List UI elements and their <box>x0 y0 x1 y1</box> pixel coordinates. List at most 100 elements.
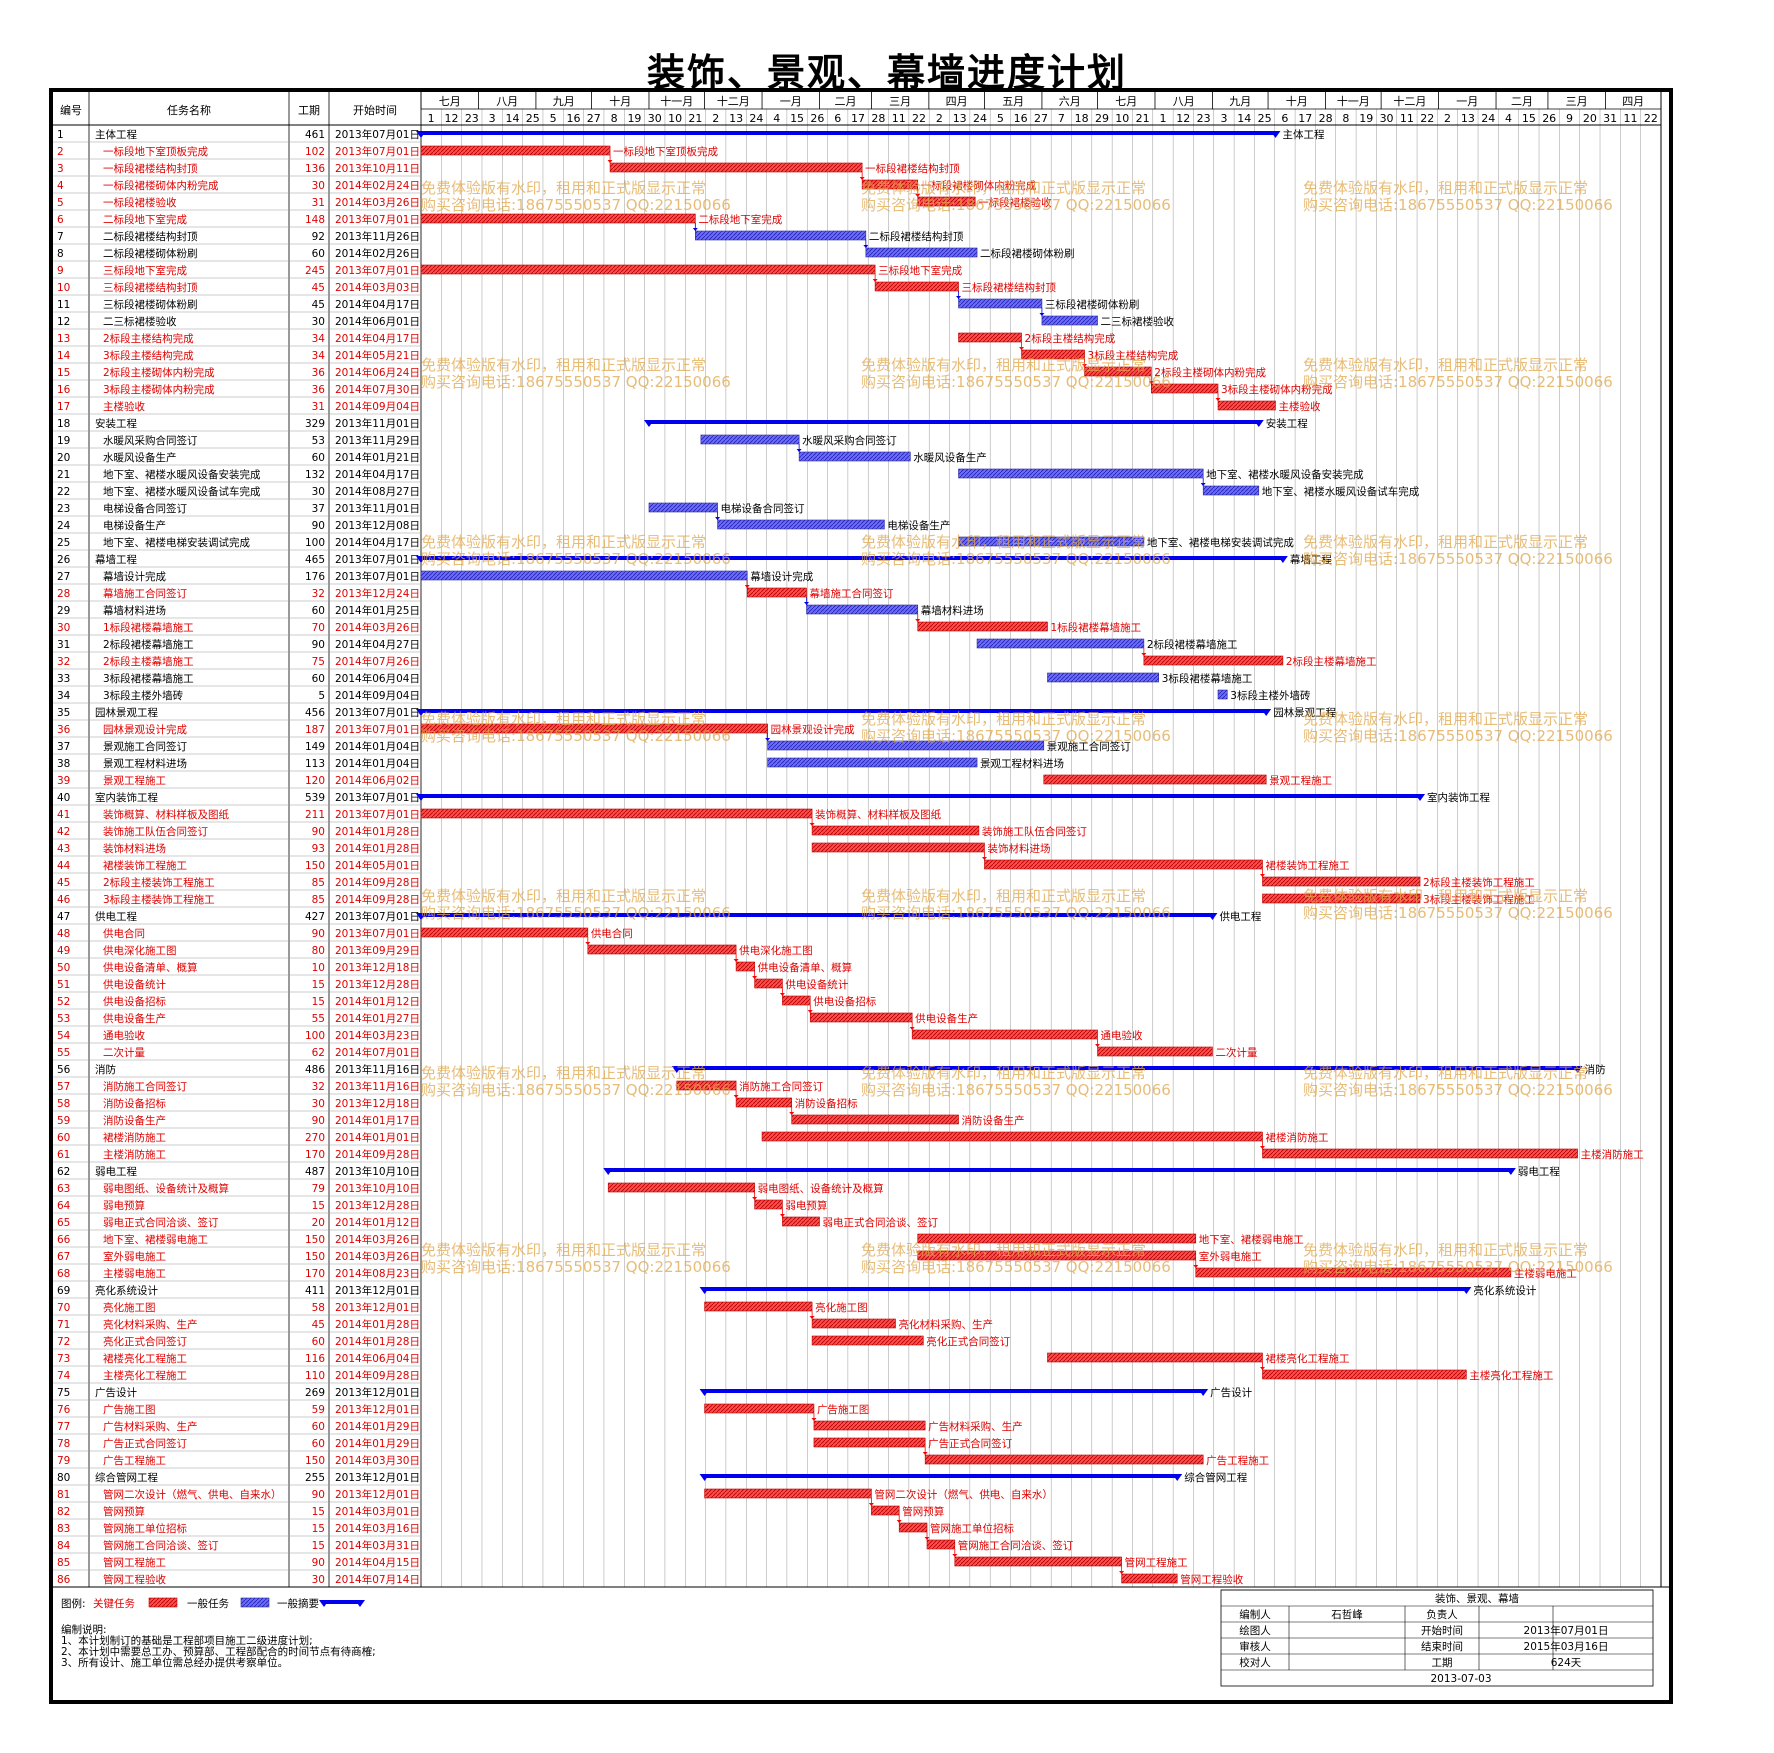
task-start: 2013年07月01日 <box>335 791 420 804</box>
task-start: 2014年09月28日 <box>335 876 420 889</box>
task-start: 2013年11月16日 <box>335 1063 420 1076</box>
critical-bar <box>874 281 959 292</box>
task-start: 2013年12月01日 <box>335 1403 420 1416</box>
normal-bar <box>717 519 885 530</box>
task-start: 2014年07月14日 <box>335 1573 420 1586</box>
month-label: 四月 <box>946 95 968 108</box>
bar-label: 装饰概算、材料样板及图纸 <box>815 808 941 821</box>
critical-bar <box>1043 774 1267 785</box>
bar-label: 广告材料采购、生产 <box>928 1420 1023 1433</box>
watermark-line1: 免费体验版有水印，租用和正式版显示正常 <box>421 533 706 551</box>
task-start: 2014年07月01日 <box>335 1046 420 1059</box>
tick-label: 17 <box>1298 112 1312 125</box>
tick-label: 14 <box>1237 112 1251 125</box>
task-name: 管网施工合同洽谈、签订 <box>103 1539 219 1552</box>
month-label: 十一月 <box>660 94 693 108</box>
summary-end-cap <box>1261 709 1272 716</box>
month-label: 十二月 <box>1393 94 1426 108</box>
task-id: 82 <box>57 1506 70 1518</box>
tick-label: 25 <box>526 112 540 125</box>
task-name: 主体工程 <box>95 129 137 141</box>
tick-label: 30 <box>1380 112 1394 125</box>
task-duration: 136 <box>305 163 325 175</box>
dependency-arrow <box>733 1095 739 1098</box>
bar-label: 装饰施工队伍合同签订 <box>982 825 1087 838</box>
dependency-arrow <box>1259 1367 1265 1370</box>
task-name: 广告施工图 <box>103 1403 156 1416</box>
task-duration: 30 <box>312 1098 325 1110</box>
task-start: 2014年03月03日 <box>335 281 420 294</box>
task-duration: 59 <box>312 1404 325 1416</box>
critical-bar <box>1084 366 1152 377</box>
bar-label: 裙楼消防施工 <box>1265 1131 1328 1144</box>
dependency-arrow <box>981 857 987 860</box>
bar-label: 供电设备生产 <box>915 1012 978 1025</box>
task-start: 2013年07月01日 <box>335 145 420 158</box>
task-duration: 170 <box>305 1268 325 1280</box>
task-start: 2014年02月24日 <box>335 179 420 192</box>
task-name: 三标段裙楼砌体粉刷 <box>103 298 198 311</box>
task-start: 2013年12月01日 <box>335 1301 420 1314</box>
critical-bar <box>811 825 980 836</box>
task-duration: 487 <box>305 1166 325 1178</box>
task-duration: 45 <box>312 282 325 294</box>
task-duration: 15 <box>312 1523 325 1535</box>
tick-label: 29 <box>1095 112 1109 125</box>
critical-bar <box>420 927 589 938</box>
task-name: 通电验收 <box>103 1029 145 1042</box>
dependency-arrow <box>715 517 721 520</box>
bar-label: 主楼亮化工程施工 <box>1469 1369 1553 1382</box>
critical-bar <box>984 859 1263 870</box>
task-duration: 150 <box>305 1234 325 1246</box>
summary-bar <box>421 794 1421 798</box>
task-name: 3标段主楼结构完成 <box>103 349 194 362</box>
task-id: 64 <box>57 1200 71 1212</box>
task-name: 3标段主楼砌体内粉完成 <box>103 383 215 396</box>
task-id: 32 <box>57 656 70 668</box>
task-duration: 15 <box>312 996 325 1008</box>
task-name: 二标段裙楼砌体粉刷 <box>103 247 198 260</box>
task-name: 园林景观工程 <box>95 706 158 719</box>
task-id: 29 <box>57 605 70 617</box>
month-label: 九月 <box>1229 95 1251 108</box>
task-id: 66 <box>57 1234 71 1246</box>
task-name: 广告工程施工 <box>103 1454 166 1467</box>
critical-bar <box>917 196 976 207</box>
task-start: 2013年12月28日 <box>335 978 420 991</box>
critical-bar <box>926 1539 956 1550</box>
dependency-arrow <box>1148 381 1154 384</box>
task-duration: 270 <box>305 1132 325 1144</box>
watermark-line1: 免费体验版有水印，租用和正式版显示正常 <box>421 1064 706 1082</box>
dependency-arrow <box>789 1112 795 1115</box>
task-id: 23 <box>57 503 70 515</box>
legend-summary-label: 一般摘要 <box>277 1597 319 1610</box>
task-start: 2013年07月01日 <box>335 927 420 940</box>
task-id: 28 <box>57 588 70 600</box>
normal-bar <box>1041 315 1098 326</box>
critical-bar <box>1262 876 1421 887</box>
task-name: 二三标裙楼验收 <box>103 315 177 328</box>
task-id: 33 <box>57 673 70 685</box>
task-name: 管网工程验收 <box>103 1573 166 1586</box>
bar-label: 亮化正式合同签订 <box>926 1335 1010 1348</box>
task-start: 2014年09月28日 <box>335 1369 420 1382</box>
task-name: 一标段地下室顶板完成 <box>103 145 208 158</box>
bar-label: 3标段裙楼幕墙施工 <box>1162 672 1253 685</box>
summary-end-cap <box>1415 794 1426 801</box>
watermark-line1: 免费体验版有水印，租用和正式版显示正常 <box>1303 1241 1588 1259</box>
task-name: 2标段主楼砌体内粉完成 <box>103 366 215 379</box>
bar-label: 3标段主楼外墙砖 <box>1230 689 1311 702</box>
task-name: 主楼弱电施工 <box>103 1267 166 1280</box>
task-duration: 79 <box>312 1183 325 1195</box>
task-id: 24 <box>57 520 71 532</box>
task-name: 供电设备招标 <box>103 995 166 1008</box>
task-id: 56 <box>57 1064 71 1076</box>
normal-bar <box>798 451 911 462</box>
watermark-line1: 免费体验版有水印，租用和正式版显示正常 <box>1303 710 1588 728</box>
legend-normal-label: 一般任务 <box>187 1597 229 1610</box>
task-id: 62 <box>57 1166 70 1178</box>
dependency-arrow <box>1039 313 1045 316</box>
normal-bar <box>767 740 1045 751</box>
task-duration: 80 <box>312 945 325 957</box>
bar-label: 供电设备招标 <box>813 995 876 1008</box>
